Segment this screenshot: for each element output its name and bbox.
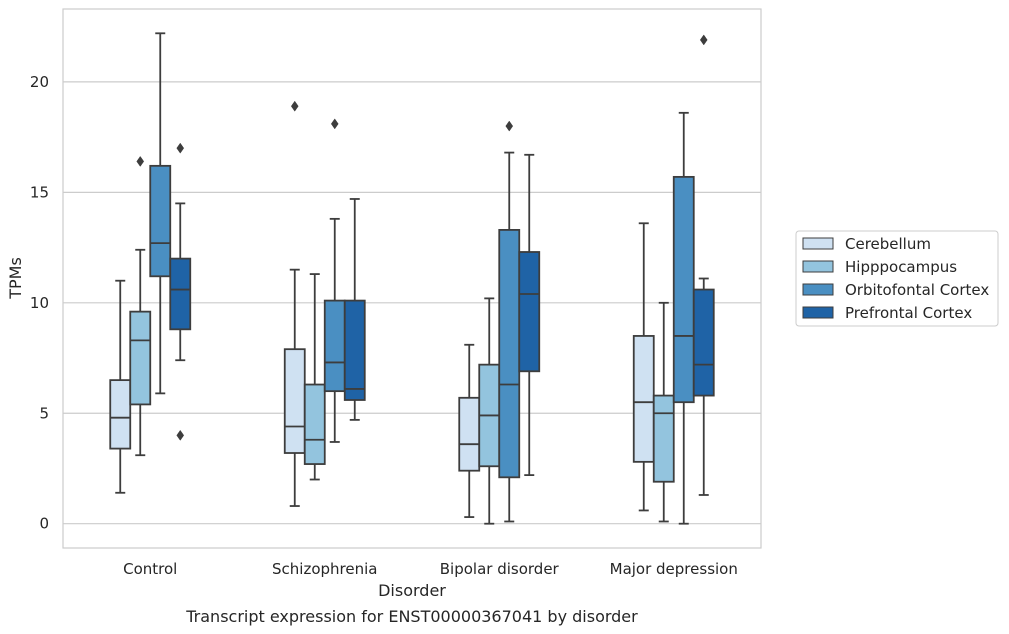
y-tick-label: 10 [30,294,49,312]
y-tick-label: 5 [39,404,49,422]
box-series [109,32,715,525]
box [458,396,481,472]
series-group [109,100,655,518]
legend-label: Hipppocampus [845,258,957,276]
outlier-point [505,120,514,132]
box [518,251,541,373]
series-group [169,34,715,496]
legend-label: Cerebellum [845,235,931,253]
x-tick-label: Schizophrenia [272,560,377,578]
legend: Cerebellum Hipppocampus Orbitofontal Corte… [795,230,999,327]
outlier-point [176,142,185,154]
outlier-point [290,100,299,112]
legend-frame [795,230,999,327]
legend-swatch [802,260,834,273]
box [149,164,172,278]
y-axis-ticks: 0 5 10 15 20 [30,73,49,533]
legend-label: Orbitofontal Cortex [845,281,989,299]
box [632,335,655,463]
box [283,348,306,454]
outlier-point [136,155,145,167]
chart-caption: Transcript expression for ENST0000036704… [185,607,638,626]
x-tick-label: Major depression [610,560,738,578]
box [169,257,192,331]
box [109,379,132,450]
box [343,299,366,401]
box [652,394,675,483]
box [129,310,152,406]
y-tick-label: 15 [30,183,49,201]
legend-swatch [802,306,834,319]
outlier-point [176,429,185,441]
y-tick-label: 20 [30,73,49,91]
series-group [129,155,675,525]
outlier-point [330,118,339,130]
box [303,383,326,465]
x-axis-title: Disorder [378,581,446,600]
box [498,229,521,479]
series-group [149,32,695,525]
box [692,288,715,397]
legend-swatch [802,237,834,250]
outlier-point [699,34,708,46]
box [672,175,695,404]
y-axis-title: TPMs [6,257,25,300]
x-tick-label: Control [123,560,177,578]
legend-swatch [802,283,834,296]
x-axis-ticks: Control Schizophrenia Bipolar disorder Majo… [123,560,738,578]
x-tick-label: Bipolar disorder [440,560,560,578]
box [323,299,346,393]
legend-label: Prefrontal Cortex [845,304,972,322]
y-tick-label: 0 [39,515,49,533]
plot-frame [62,8,762,549]
